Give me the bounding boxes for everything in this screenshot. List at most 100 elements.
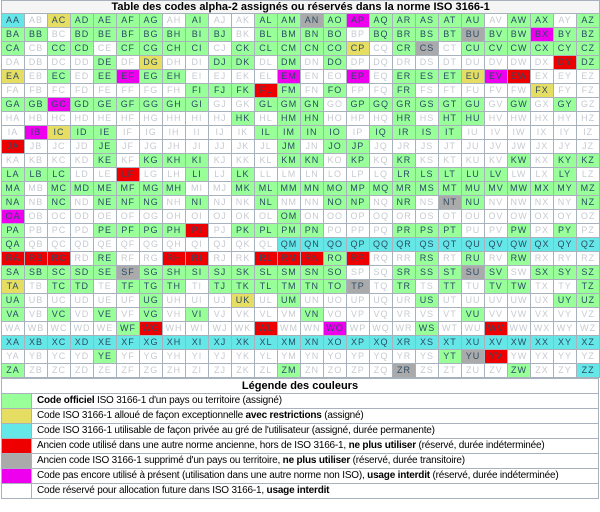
- grid-cell-BQ[interactable]: BQ: [369, 27, 393, 42]
- grid-cell-AL[interactable]: AL: [254, 13, 278, 28]
- grid-cell-PE[interactable]: PE: [93, 223, 117, 238]
- grid-cell-IQ[interactable]: IQ: [369, 125, 393, 140]
- grid-cell-FJ[interactable]: FJ: [208, 83, 232, 98]
- grid-cell-JA[interactable]: JA: [1, 139, 25, 154]
- grid-cell-XY[interactable]: XY: [553, 335, 577, 350]
- grid-cell-CY[interactable]: CY: [553, 41, 577, 56]
- grid-cell-RE[interactable]: RE: [93, 251, 117, 266]
- grid-cell-PI[interactable]: PI: [185, 223, 209, 238]
- grid-cell-CR[interactable]: CR: [392, 41, 416, 56]
- grid-cell-XD[interactable]: XD: [70, 335, 94, 350]
- grid-cell-YV[interactable]: YV: [484, 349, 508, 364]
- grid-cell-MK[interactable]: MK: [231, 181, 255, 196]
- grid-cell-BT[interactable]: BT: [438, 27, 462, 42]
- grid-cell-LI[interactable]: LI: [185, 167, 209, 182]
- grid-cell-GF[interactable]: GF: [116, 97, 140, 112]
- grid-cell-QU[interactable]: QU: [461, 237, 485, 252]
- grid-cell-MT[interactable]: MT: [438, 181, 462, 196]
- grid-cell-FR[interactable]: FR: [392, 83, 416, 98]
- grid-cell-DJ[interactable]: DJ: [208, 55, 232, 70]
- grid-cell-HN[interactable]: HN: [300, 111, 324, 126]
- grid-cell-IO[interactable]: IO: [323, 125, 347, 140]
- grid-cell-AN[interactable]: AN: [300, 13, 324, 28]
- grid-cell-AU[interactable]: AU: [461, 13, 485, 28]
- grid-cell-HU[interactable]: HU: [461, 111, 485, 126]
- grid-cell-QW[interactable]: QW: [507, 237, 531, 252]
- grid-cell-MY[interactable]: MY: [553, 181, 577, 196]
- grid-cell-RN[interactable]: RN: [300, 251, 324, 266]
- grid-cell-SS[interactable]: SS: [415, 265, 439, 280]
- grid-cell-LU[interactable]: LU: [461, 167, 485, 182]
- grid-cell-SN[interactable]: SN: [300, 265, 324, 280]
- grid-cell-NF[interactable]: NF: [116, 195, 140, 210]
- grid-cell-XQ[interactable]: XQ: [369, 335, 393, 350]
- grid-cell-FL[interactable]: FL: [254, 83, 278, 98]
- grid-cell-KE[interactable]: KE: [93, 153, 117, 168]
- grid-cell-GR[interactable]: GR: [392, 97, 416, 112]
- grid-cell-GI[interactable]: GI: [185, 97, 209, 112]
- grid-cell-QM[interactable]: QM: [277, 237, 301, 252]
- grid-cell-XG[interactable]: XG: [139, 335, 163, 350]
- grid-cell-XI[interactable]: XI: [185, 335, 209, 350]
- grid-cell-MG[interactable]: MG: [139, 181, 163, 196]
- grid-cell-QT[interactable]: QT: [438, 237, 462, 252]
- grid-cell-TV[interactable]: TV: [484, 279, 508, 294]
- grid-cell-BX[interactable]: BX: [530, 27, 554, 42]
- grid-cell-BH[interactable]: BH: [162, 27, 186, 42]
- grid-cell-DK[interactable]: DK: [231, 55, 255, 70]
- grid-cell-HM[interactable]: HM: [277, 111, 301, 126]
- grid-cell-TP[interactable]: TP: [346, 279, 370, 294]
- grid-cell-TK[interactable]: TK: [231, 279, 255, 294]
- grid-cell-SV[interactable]: SV: [484, 265, 508, 280]
- grid-cell-RA[interactable]: RA: [1, 251, 25, 266]
- grid-cell-KI[interactable]: KI: [185, 153, 209, 168]
- grid-cell-CK[interactable]: CK: [231, 41, 255, 56]
- grid-cell-AD[interactable]: AD: [70, 13, 94, 28]
- grid-cell-CO[interactable]: CO: [323, 41, 347, 56]
- grid-cell-LY[interactable]: LY: [553, 167, 577, 182]
- grid-cell-GS[interactable]: GS: [415, 97, 439, 112]
- grid-cell-SZ[interactable]: SZ: [575, 265, 600, 280]
- grid-cell-VI[interactable]: VI: [185, 307, 209, 322]
- grid-cell-DE[interactable]: DE: [93, 55, 117, 70]
- grid-cell-IR[interactable]: IR: [392, 125, 416, 140]
- grid-cell-ZA[interactable]: ZA: [1, 363, 25, 378]
- grid-cell-AR[interactable]: AR: [392, 13, 416, 28]
- grid-cell-JM[interactable]: JM: [277, 139, 301, 154]
- grid-cell-WF[interactable]: WF: [116, 321, 140, 336]
- grid-cell-BN[interactable]: BN: [300, 27, 324, 42]
- grid-cell-BE[interactable]: BE: [93, 27, 117, 42]
- grid-cell-XC[interactable]: XC: [47, 335, 71, 350]
- grid-cell-IC[interactable]: IC: [47, 125, 71, 140]
- grid-cell-IM[interactable]: IM: [277, 125, 301, 140]
- grid-cell-LR[interactable]: LR: [392, 167, 416, 182]
- grid-cell-BY[interactable]: BY: [553, 27, 577, 42]
- grid-cell-GC[interactable]: GC: [47, 97, 71, 112]
- grid-cell-NG[interactable]: NG: [139, 195, 163, 210]
- grid-cell-AQ[interactable]: AQ: [369, 13, 393, 28]
- grid-cell-AE[interactable]: AE: [93, 13, 117, 28]
- grid-cell-WO[interactable]: WO: [323, 321, 347, 336]
- grid-cell-WL[interactable]: WL: [254, 321, 278, 336]
- grid-cell-CA[interactable]: CA: [1, 41, 25, 56]
- grid-cell-FO[interactable]: FO: [323, 83, 347, 98]
- grid-cell-MF[interactable]: MF: [116, 181, 140, 196]
- grid-cell-GE[interactable]: GE: [93, 97, 117, 112]
- grid-cell-EC[interactable]: EC: [47, 69, 71, 84]
- grid-cell-NC[interactable]: NC: [47, 195, 71, 210]
- grid-cell-RO[interactable]: RO: [323, 251, 347, 266]
- grid-cell-RC[interactable]: RC: [47, 251, 71, 266]
- grid-cell-AW[interactable]: AW: [507, 13, 531, 28]
- grid-cell-GB[interactable]: GB: [24, 97, 48, 112]
- grid-cell-IB[interactable]: IB: [24, 125, 48, 140]
- grid-cell-BS[interactable]: BS: [415, 27, 439, 42]
- grid-cell-RU[interactable]: RU: [461, 251, 485, 266]
- grid-cell-QP[interactable]: QP: [346, 237, 370, 252]
- grid-cell-ET[interactable]: ET: [438, 69, 462, 84]
- grid-cell-IS[interactable]: IS: [415, 125, 439, 140]
- grid-cell-AG[interactable]: AG: [139, 13, 163, 28]
- grid-cell-SG[interactable]: SG: [139, 265, 163, 280]
- grid-cell-AA[interactable]: AA: [1, 13, 25, 28]
- grid-cell-JE[interactable]: JE: [93, 139, 117, 154]
- grid-cell-CZ[interactable]: CZ: [575, 41, 600, 56]
